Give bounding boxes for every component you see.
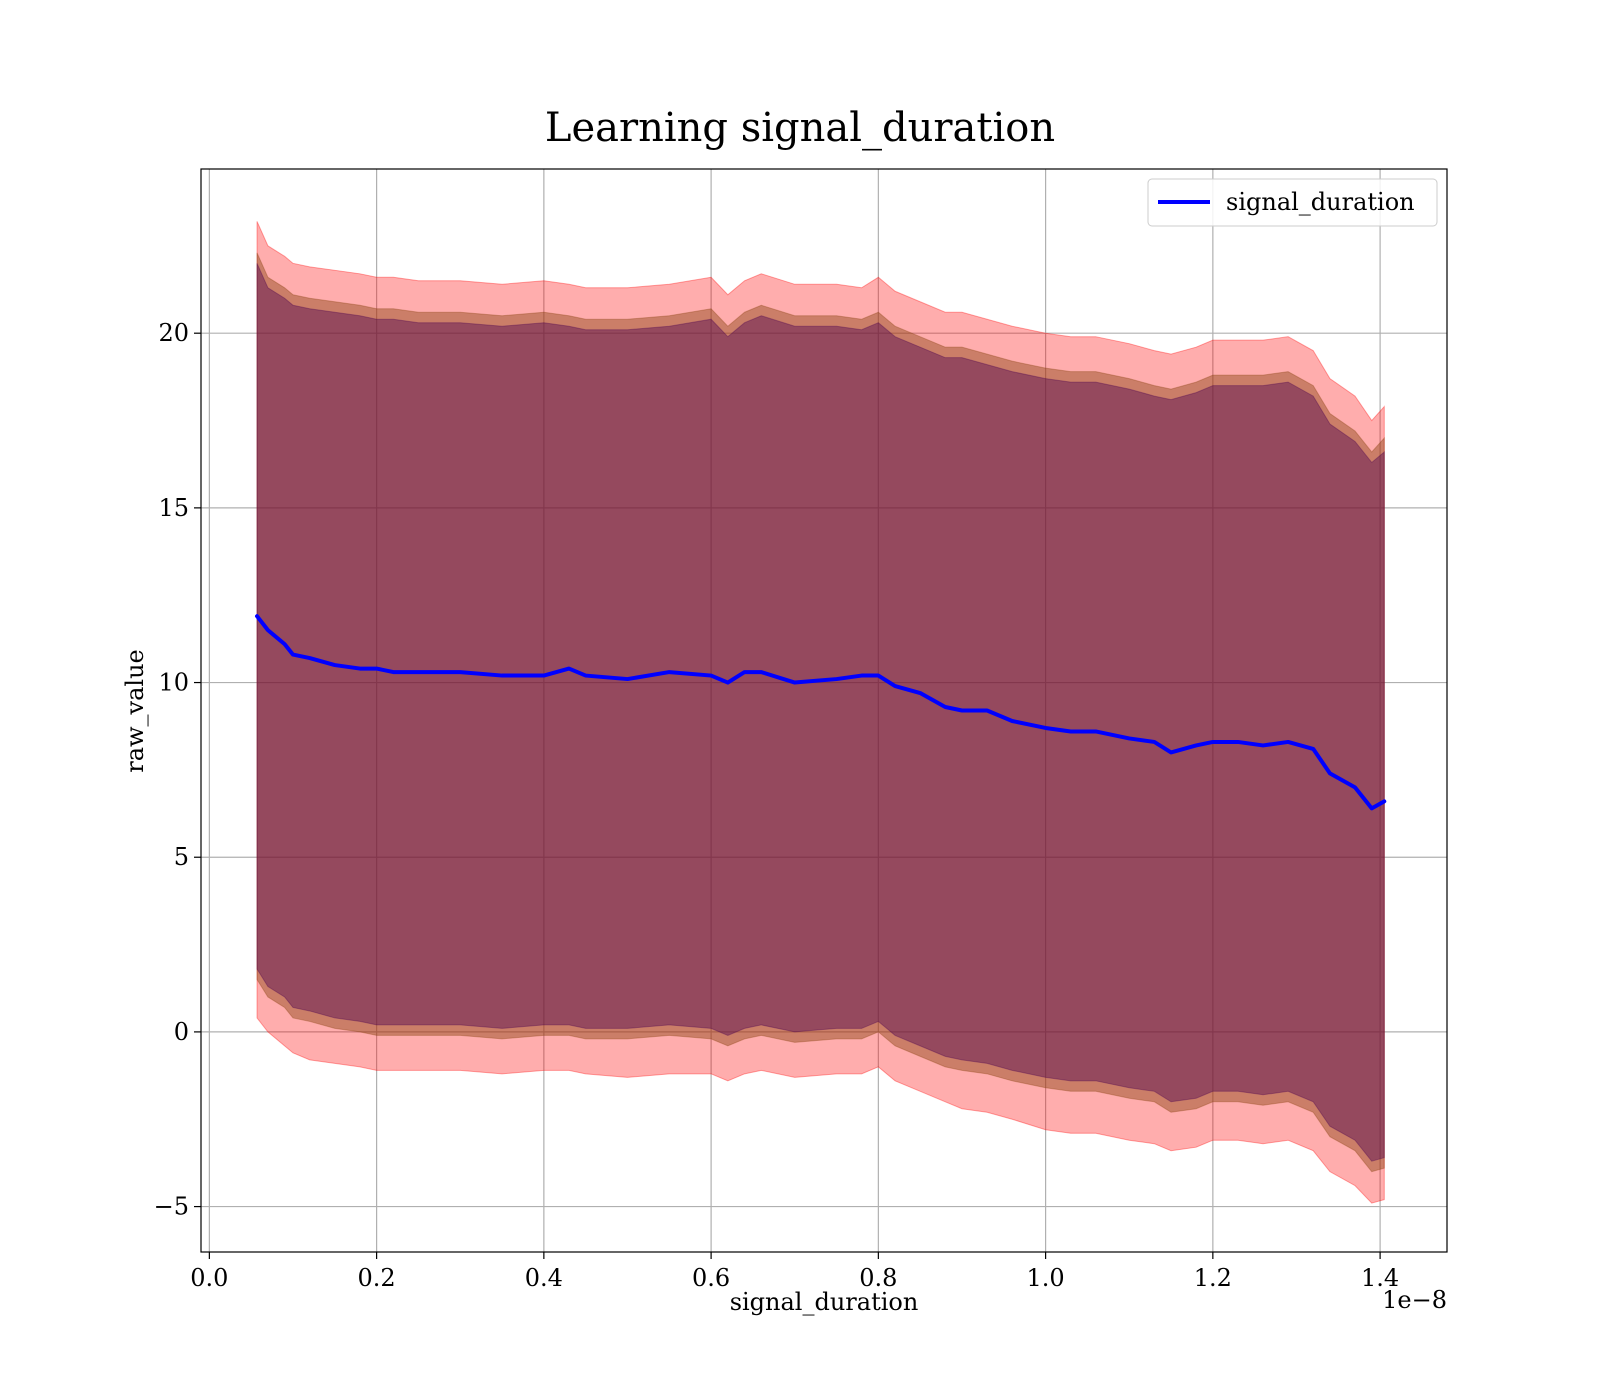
confidence-bands: [256, 221, 1385, 1204]
x-axis-ticks: 0.0 0.2 0.4 0.6 0.8 1.0 1.2 1.4: [190, 1252, 1399, 1292]
x-tick-label: 0.4: [525, 1264, 563, 1292]
y-tick-label: 20: [158, 319, 189, 347]
series-lines: [255, 614, 1387, 811]
x-tick-label: 0.8: [859, 1264, 897, 1292]
band-outer: [256, 221, 1385, 1204]
grid: [201, 169, 1447, 1252]
x-axis-label: signal_duration: [730, 1288, 919, 1316]
x-tick-label: 1.2: [1194, 1264, 1232, 1292]
y-axis-label: raw_value: [121, 649, 149, 773]
y-axis-ticks: −5 0 5 10 15 20: [154, 319, 201, 1221]
y-tick-label: 10: [158, 669, 189, 697]
series-line-signal-duration: [255, 614, 1387, 811]
x-tick-label: 0.6: [692, 1264, 730, 1292]
y-tick-label: 0: [174, 1018, 189, 1046]
plot-frame: [200, 168, 1448, 1253]
y-tick-label: 15: [158, 494, 189, 522]
y-tick-label: −5: [154, 1193, 189, 1221]
legend-box: [1147, 178, 1438, 227]
x-tick-label: 0.2: [358, 1264, 396, 1292]
x-tick-label: 0.0: [190, 1264, 228, 1292]
chart-title: Learning signal_duration: [545, 105, 1055, 151]
legend-entry-label: signal_duration: [1226, 188, 1415, 216]
band-inner: [256, 263, 1385, 1162]
x-tick-label: 1.4: [1361, 1264, 1399, 1292]
x-tick-label: 1.0: [1027, 1264, 1065, 1292]
y-tick-label: 5: [174, 843, 189, 871]
x-axis-offset-label: 1e−8: [1382, 1286, 1447, 1314]
legend: signal_duration: [1147, 178, 1438, 227]
band-middle: [256, 252, 1385, 1173]
